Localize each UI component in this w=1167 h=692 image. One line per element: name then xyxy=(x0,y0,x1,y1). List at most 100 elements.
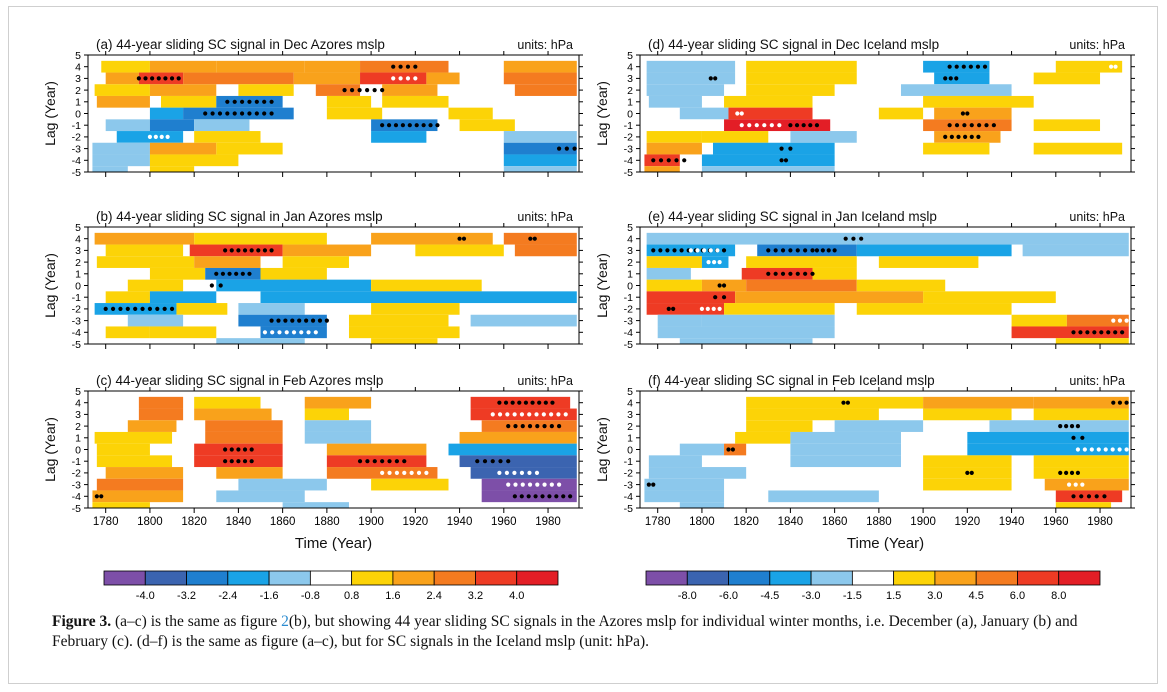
heatmap-cell xyxy=(183,72,294,85)
significance-dot xyxy=(1080,435,1085,440)
heatmap-cell xyxy=(679,502,725,508)
significance-dot xyxy=(365,459,370,464)
significance-dot xyxy=(380,123,385,128)
significance-dot xyxy=(795,248,800,253)
heatmap-cell xyxy=(282,244,372,257)
heatmap-cell xyxy=(701,131,769,143)
y-tick-label: -4 xyxy=(624,155,633,167)
y-tick-label: 4 xyxy=(627,234,633,246)
significance-dot-white xyxy=(708,248,713,253)
significance-dot xyxy=(520,424,525,429)
significance-dot-white xyxy=(519,412,525,417)
significance-dot xyxy=(398,64,403,69)
colorbar-label: -4.0 xyxy=(136,590,155,600)
heatmap-cell xyxy=(923,142,990,155)
colorbar-swatch xyxy=(351,570,394,586)
heatmap-cell xyxy=(1022,244,1129,257)
heatmap-cell xyxy=(646,267,691,280)
heatmap-cell xyxy=(1044,478,1129,491)
heatmap-cell xyxy=(371,232,493,245)
y-tick-label: -5 xyxy=(624,503,633,515)
y-tick-label: 0 xyxy=(627,280,633,292)
significance-dot-white xyxy=(563,412,568,417)
heatmap-cell xyxy=(646,60,736,73)
significance-dot xyxy=(225,99,230,104)
y-axis-label: Lag (Year) xyxy=(42,417,58,482)
colorbar-label: 2.4 xyxy=(427,590,442,600)
y-tick-label: -2 xyxy=(624,468,633,480)
y-tick-label: 4 xyxy=(75,398,81,410)
significance-dot-white xyxy=(513,482,518,487)
colorbar-label: 1.6 xyxy=(385,590,400,600)
heatmap-cell xyxy=(967,431,1129,444)
significance-dot-white xyxy=(519,470,525,475)
colorbar-label: -1.5 xyxy=(843,590,862,600)
significance-dot xyxy=(457,236,462,241)
significance-dot xyxy=(254,111,259,116)
colorbar-swatch xyxy=(516,570,559,586)
y-tick-label: 0 xyxy=(75,444,81,456)
significance-dot-white xyxy=(549,482,554,487)
x-axis-label: Time (Year) xyxy=(847,535,924,552)
significance-dot-white xyxy=(313,330,318,335)
heatmap-cell xyxy=(503,60,577,73)
significance-dot xyxy=(965,470,970,475)
significance-dot xyxy=(943,76,948,81)
significance-dot xyxy=(147,306,153,311)
x-tick-label: 1980 xyxy=(535,516,561,528)
significance-dot-white xyxy=(1073,482,1078,487)
significance-dot-white xyxy=(739,123,744,128)
heatmap-cell xyxy=(160,95,217,108)
significance-dot xyxy=(841,400,846,405)
heatmap-cell xyxy=(282,256,349,268)
heatmap-cell xyxy=(304,420,372,432)
y-tick-label: 5 xyxy=(75,50,81,62)
heatmap-cell xyxy=(1055,502,1112,508)
significance-dot xyxy=(133,306,138,311)
significance-dot xyxy=(414,123,419,128)
significance-dot xyxy=(651,248,656,253)
heatmap-cell xyxy=(646,279,702,292)
y-tick-label: 1 xyxy=(75,97,81,109)
significance-dot-white xyxy=(380,470,385,475)
significance-dot xyxy=(342,88,347,93)
heatmap-cell xyxy=(216,490,305,503)
heatmap-cell xyxy=(503,232,577,245)
significance-dot-white xyxy=(504,470,509,475)
heatmap-cell xyxy=(92,490,184,503)
significance-dot xyxy=(773,248,778,253)
colorbar-swatch xyxy=(645,570,688,586)
heatmap-cell xyxy=(657,314,702,327)
significance-dot xyxy=(110,306,116,311)
caption-figure-link[interactable]: 2 xyxy=(281,613,289,630)
significance-dot-white xyxy=(777,123,782,128)
colorbar-swatch xyxy=(934,570,977,586)
significance-dot xyxy=(269,111,274,116)
significance-dot xyxy=(949,134,954,139)
significance-dot xyxy=(556,424,562,429)
heatmap-cell xyxy=(679,443,725,456)
colorbar-swatch xyxy=(392,570,435,586)
significance-dot xyxy=(461,236,467,241)
significance-dot xyxy=(136,76,141,81)
heatmap-cell xyxy=(1033,119,1101,132)
significance-dot xyxy=(671,306,676,311)
significance-dot xyxy=(150,76,155,81)
panel-f: (f) 44-year sliding SC signal in Feb Ice… xyxy=(594,373,1135,552)
significance-dot xyxy=(517,400,522,405)
panel-units: units: hPa xyxy=(1069,38,1125,52)
heatmap-cell xyxy=(503,131,577,143)
x-tick-label: 1880 xyxy=(866,516,892,528)
significance-dot xyxy=(954,123,960,128)
heatmap-cell xyxy=(923,95,1034,108)
heatmap-cell xyxy=(96,455,173,468)
heatmap-cell xyxy=(348,326,460,339)
y-tick-label: -5 xyxy=(624,339,633,351)
heatmap-cell xyxy=(735,431,791,444)
heatmap-cell xyxy=(304,408,349,421)
significance-dot xyxy=(954,76,959,81)
panel-units: units: hPa xyxy=(517,374,573,388)
significance-dot xyxy=(247,271,252,276)
significance-dot-white xyxy=(159,134,164,139)
colorbar-label: 3.0 xyxy=(927,590,942,600)
